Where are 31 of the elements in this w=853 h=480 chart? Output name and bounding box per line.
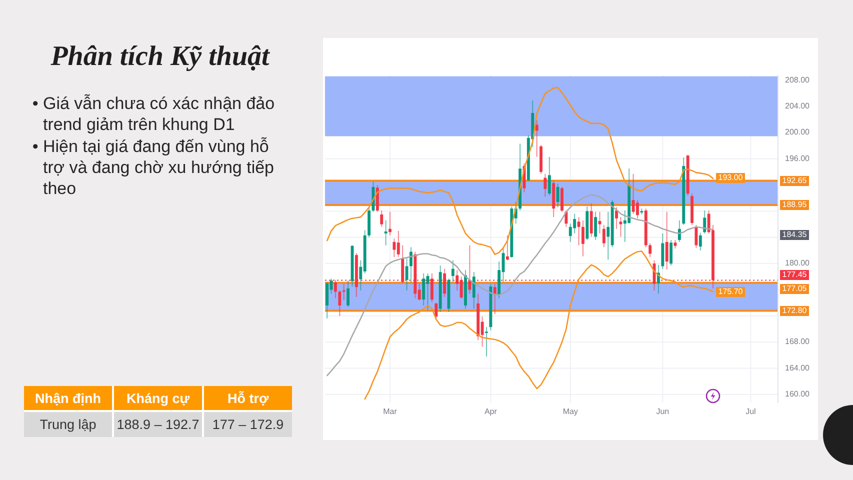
category-label: Kháng cự: [114, 386, 202, 410]
y-tick-label: 160.00: [785, 390, 810, 399]
x-tick-label: May: [562, 407, 578, 416]
x-tick-label: Jun: [656, 407, 670, 416]
data-label: 193.00: [716, 173, 745, 184]
text: Phân tích Kỹ thuật: [50, 40, 271, 74]
ref-line-label: 188.95: [780, 200, 809, 210]
y-tick-label: 168.00: [785, 337, 810, 346]
y-tick-label: 196.00: [785, 154, 810, 163]
ref-line-label: 177.05: [780, 284, 809, 294]
text: • Giá vẫn chưa có xác nhận đảo trend giảm trên khung D1: [32, 93, 276, 136]
x-tick-label: Apr: [484, 407, 498, 416]
text: Trung lập: [24, 412, 112, 437]
category-label: Hỗ trợ: [204, 386, 292, 410]
x-tick-label: Jul: [746, 407, 756, 416]
y-tick-label: 208.00: [785, 75, 810, 84]
category-label: Nhận định: [24, 386, 112, 410]
annotation: 184.35: [780, 230, 809, 240]
y-tick-label: 164.00: [785, 363, 810, 372]
x-tick-label: Mar: [383, 407, 398, 416]
ref-line-label: 172.80: [780, 306, 809, 316]
data-label: 175.70: [716, 286, 745, 297]
text: 177 – 172.9: [204, 412, 292, 437]
ref-line-label: 192.65: [780, 176, 809, 186]
y-tick-label: 200.00: [785, 128, 810, 137]
text: • Hiện tại giá đang đến vùng hỗ trợ và đang chờ xu hướng tiếp theo: [32, 136, 276, 200]
line-series: [326, 194, 714, 376]
y-tick-label: 204.00: [785, 102, 810, 111]
y-tick-label: 180.00: [785, 258, 810, 268]
text: 188.9 – 192.7: [114, 412, 202, 437]
ref-line-label: 177.45: [780, 270, 809, 280]
